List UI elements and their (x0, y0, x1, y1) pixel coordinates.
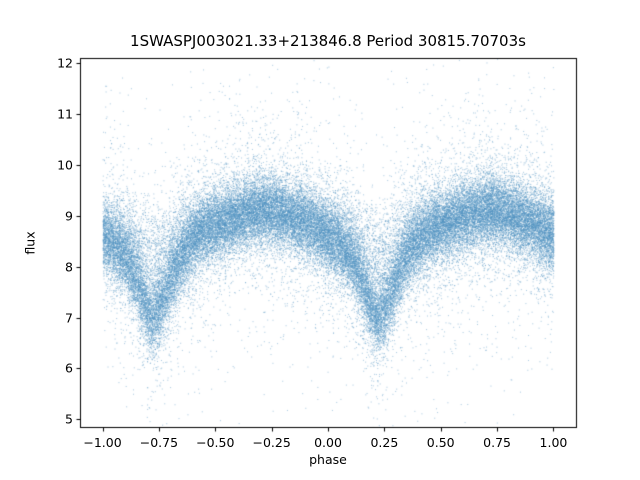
y-tick-label: 9 (65, 208, 73, 224)
y-tick-label: 8 (65, 259, 73, 275)
x-tick-label: −1.00 (83, 435, 122, 450)
y-tick-label: 10 (57, 157, 73, 173)
y-axis-label: flux (22, 231, 38, 255)
y-tick-label: 5 (65, 411, 73, 427)
x-tick-label: 0.75 (483, 435, 511, 450)
y-tick-label: 7 (65, 310, 73, 326)
x-tick-label: 0.25 (370, 435, 399, 450)
x-tick-label: 0.50 (426, 435, 455, 450)
y-tick-label: 11 (57, 106, 73, 122)
x-tick-label: −0.50 (196, 435, 235, 450)
chart-title: 1SWASPJ003021.33+213846.8 Period 30815.7… (130, 32, 526, 50)
y-tick-label: 6 (65, 360, 73, 376)
x-axis-label: phase (309, 452, 347, 467)
x-tick-label: 0.00 (314, 435, 342, 450)
x-tick-label: −0.75 (139, 435, 179, 450)
y-tick-label: 12 (57, 55, 73, 71)
x-tick-label: 1.00 (539, 435, 568, 450)
x-tick-label: −0.25 (252, 435, 291, 450)
